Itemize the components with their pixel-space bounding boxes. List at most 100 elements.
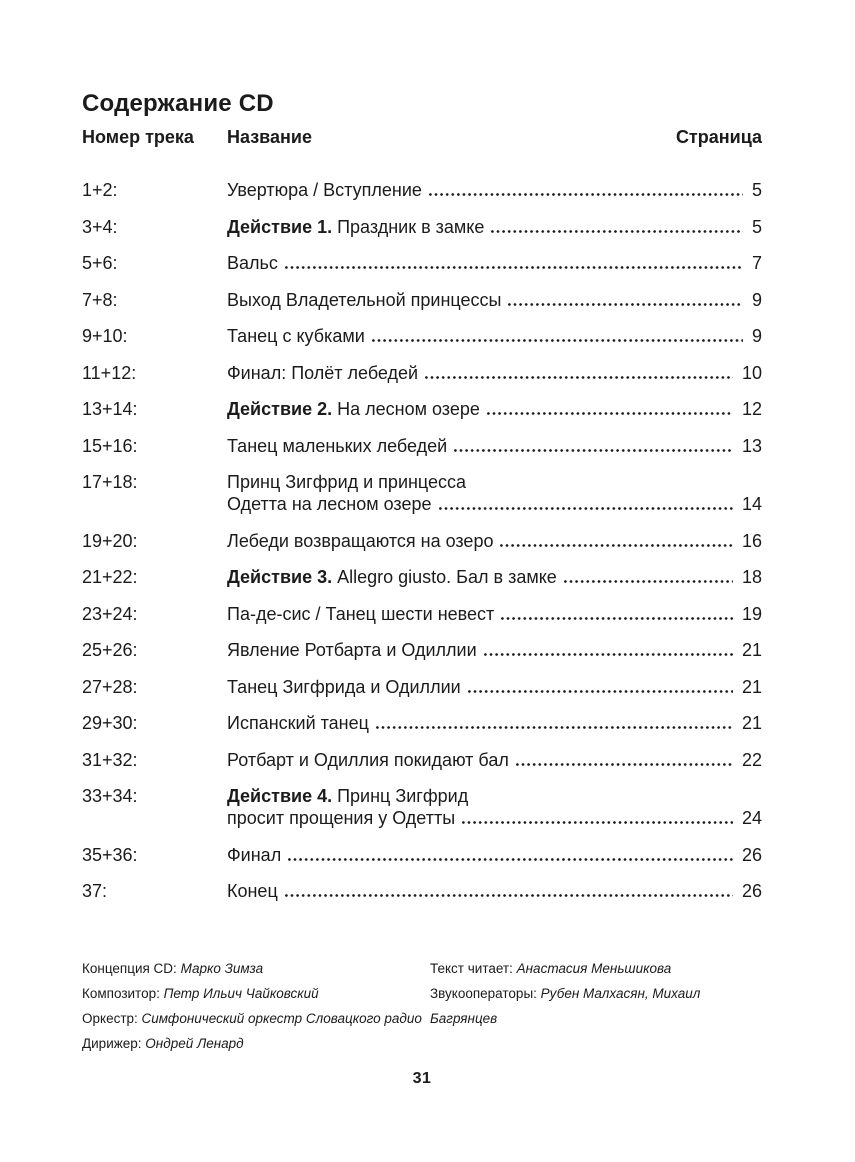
toc-row-content: Действие 4. Принц Зигфрид просит прощения… — [227, 785, 762, 829]
toc-row: 25+26: Явление Ротбарта и Одиллии 21 — [82, 639, 762, 661]
toc-line: Одетта на лесном озере 14 — [227, 493, 762, 515]
toc-row-content: Выход Владетельной принцессы 9 — [227, 289, 762, 311]
track-title: Действие 1. Праздник в замке — [227, 216, 484, 238]
track-title-text: Праздник в замке — [332, 216, 485, 237]
toc-line: Танец Зигфрида и Одиллии 21 — [227, 676, 762, 698]
credit-value: Симфонический оркестр Словацкого радио — [141, 1011, 422, 1026]
page-ref: 26 — [741, 844, 762, 865]
page-ref: 14 — [741, 494, 762, 514]
track-title-text: Выход Владетельной принцессы — [227, 289, 502, 310]
credit-label: Звукооператоры: — [430, 986, 537, 1001]
toc-row: 17+18: Принц Зигфрид и принцесса Одетта на… — [82, 471, 762, 515]
track-title-text: Увертюра / Вступление — [227, 180, 422, 200]
track-title-bold: Действие 1. — [227, 216, 333, 237]
page-ref: 21 — [741, 640, 762, 660]
track-title: Действие 2. На лесном озере — [227, 398, 480, 420]
toc-line: Танец маленьких лебедей 13 — [227, 435, 762, 457]
track-title-text: Одетта на лесном озере — [227, 494, 432, 514]
toc-row: 11+12: Финал: Полёт лебедей 10 — [82, 362, 762, 384]
toc-row-content: Вальс 7 — [227, 252, 762, 274]
toc-line: Ротбарт и Одиллия покидают бал 22 — [227, 749, 762, 771]
toc-row-content: Конец 26 — [227, 880, 762, 902]
track-number: 37: — [82, 881, 108, 901]
toc-line: Финал 26 — [227, 844, 762, 866]
credits-column-left: Концепция CD: Марко Зимза Композитор: Пет… — [82, 956, 430, 1056]
toc-line: Вальс 7 — [227, 252, 762, 274]
page-title: Содержание CD — [82, 90, 274, 117]
track-title-text: Ротбарт и Одиллия покидают бал — [227, 749, 509, 770]
track-title-text: Явление Ротбарта и Одиллии — [227, 640, 477, 660]
credit-line: Звукооператоры: Рубен Малхасян, Михаил Б… — [430, 981, 762, 1031]
page-ref: 13 — [741, 435, 762, 456]
toc-row: 33+34: Действие 4. Принц Зигфрид просит пр… — [82, 785, 762, 829]
track-title: просит прощения у Одетты — [227, 807, 455, 829]
toc-row-content: Увертюра / Вступление 5 — [227, 179, 762, 201]
leader-dots — [508, 302, 743, 306]
track-number: 29+30: — [82, 713, 138, 733]
toc-line: Действие 3. Allegro giusto. Бал в замке 1… — [227, 566, 762, 588]
leader-dots — [515, 762, 733, 766]
toc-row: 35+36: Финал 26 — [82, 844, 762, 866]
track-number: 5+6: — [82, 253, 118, 273]
track-number: 19+20: — [82, 530, 138, 551]
table-header-row: Номер трека Название Страница — [82, 127, 762, 148]
track-title-text: Принц Зигфрид и принцесса — [227, 472, 467, 492]
page-ref: 10 — [741, 362, 762, 383]
track-title: Вальс — [227, 252, 278, 274]
page-ref: 22 — [741, 749, 762, 770]
page-ref: 18 — [741, 567, 762, 587]
toc-line: Выход Владетельной принцессы 9 — [227, 289, 762, 311]
track-title: Действие 3. Allegro giusto. Бал в замке — [227, 566, 557, 588]
track-title-text: Танец с кубками — [227, 326, 365, 346]
credit-line: Дирижер: Ондрей Ленард — [82, 1031, 430, 1056]
toc-row: 7+8: Выход Владетельной принцессы 9 — [82, 289, 762, 311]
toc-row-content: Танец с кубками 9 — [227, 325, 762, 347]
page-number: 31 — [412, 1070, 432, 1087]
leader-dots — [454, 448, 733, 452]
track-title-text: Финал: Полёт лебедей — [227, 362, 419, 383]
credit-label: Текст читает: — [430, 961, 513, 976]
track-title-text: Па-де-сис / Танец шести невест — [227, 603, 495, 624]
credit-value: Петр Ильич Чайковский — [163, 986, 319, 1001]
toc-line: Явление Ротбарта и Одиллии 21 — [227, 639, 762, 661]
track-title: Принц Зигфрид и принцесса — [227, 471, 466, 493]
track-title: Конец — [227, 880, 278, 902]
toc-line: Действие 1. Праздник в замке 5 — [227, 216, 762, 238]
track-number: 15+16: — [82, 435, 138, 456]
toc-line: Действие 4. Принц Зигфрид — [227, 785, 762, 807]
track-title-text: Испанский танец — [227, 713, 369, 733]
toc-line: Финал: Полёт лебедей 10 — [227, 362, 762, 384]
track-title: Увертюра / Вступление — [227, 179, 422, 201]
track-title-text: Финал — [227, 844, 282, 865]
track-title-text: Конец — [227, 881, 278, 901]
credit-label: Композитор: — [82, 986, 160, 1001]
toc-row-content: Танец маленьких лебедей 13 — [227, 435, 762, 457]
leader-dots — [284, 266, 743, 269]
track-title-bold: Действие 4. — [227, 786, 333, 806]
toc-row-content: Танец Зигфрида и Одиллии 21 — [227, 676, 762, 698]
track-title-text: Танец Зигфрида и Одиллии — [227, 676, 461, 697]
toc-line: Танец с кубками 9 — [227, 325, 762, 347]
page-ref: 9 — [751, 326, 762, 346]
track-number: 9+10: — [82, 326, 128, 346]
toc-row: 13+14: Действие 2. На лесном озере 12 — [82, 398, 762, 420]
track-title: Лебеди возвращаются на озеро — [227, 530, 493, 552]
page-ref: 5 — [751, 216, 762, 237]
track-number: 11+12: — [82, 362, 137, 383]
track-title: Финал: Полёт лебедей — [227, 362, 418, 384]
credit-value: Марко Зимза — [180, 961, 264, 976]
column-header-title: Название — [227, 127, 312, 147]
credit-line: Текст читает: Анастасия Меньшикова — [430, 956, 762, 981]
page-ref: 5 — [751, 180, 762, 200]
track-title: Ротбарт и Одиллия покидают бал — [227, 749, 509, 771]
credit-value: Анастасия Меньшикова — [516, 961, 672, 976]
track-title-text: Танец маленьких лебедей — [227, 435, 448, 456]
toc-row: 21+22: Действие 3. Allegro giusto. Бал в … — [82, 566, 762, 588]
track-number: 27+28: — [82, 676, 138, 697]
toc-row: 5+6: Вальс 7 — [82, 252, 762, 274]
track-title-bold: Действие 2. — [227, 399, 333, 419]
column-header-track-number: Номер трека — [82, 127, 194, 147]
track-title-bold: Действие 3. — [227, 567, 333, 587]
page-ref: 24 — [741, 808, 762, 828]
